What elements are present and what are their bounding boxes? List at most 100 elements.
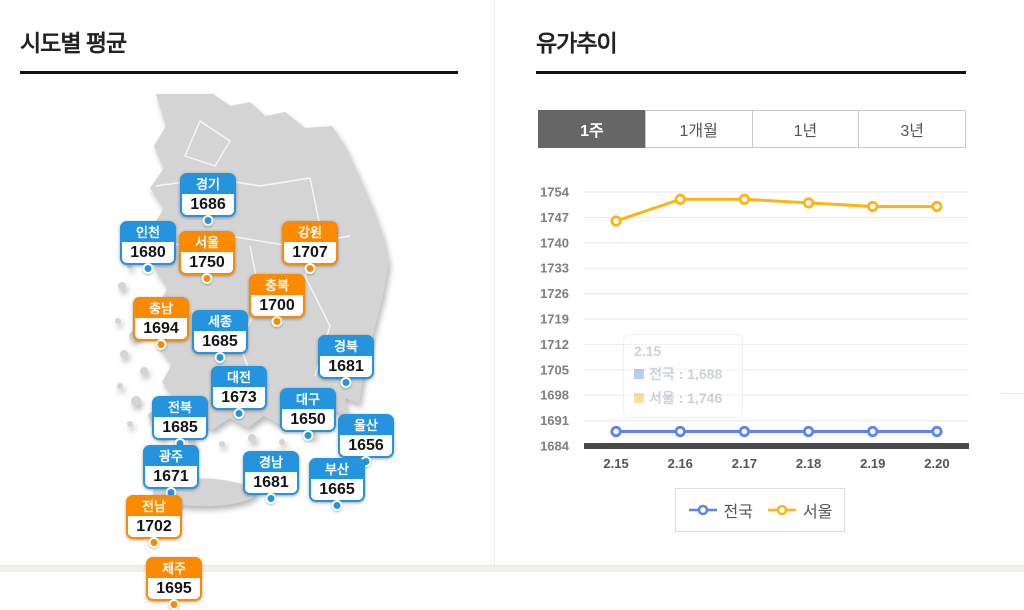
region-name: 대구 [282,390,334,409]
y-axis-tick: 1747 [540,210,569,225]
series-0[interactable] [610,425,943,438]
region-badge-12[interactable]: 광주 1671 [143,445,199,498]
region-badge-5[interactable]: 충남 1694 [133,297,189,350]
region-badge-0[interactable]: 경기 1686 [180,173,236,226]
data-point[interactable] [867,425,879,438]
period-tab-2[interactable]: 1년 [751,110,860,148]
legend-marker-icon [768,504,796,516]
data-point[interactable] [738,193,751,205]
region-marker-dot [201,273,213,284]
x-axis-tick: 2.19 [860,456,885,471]
region-name: 제주 [148,559,200,578]
period-tab-3[interactable]: 3년 [858,110,966,148]
region-price: 1673 [213,387,265,408]
region-badge-13[interactable]: 경남 1681 [243,451,299,504]
legend-label: 서울 [803,504,833,521]
region-badge-6[interactable]: 세종 1685 [192,310,248,363]
region-name: 세종 [194,312,246,331]
price-trend-panel: 유가추이 1주 1개월 1년 3년 1684 1691 1698 1705 1712 1719 1… [494,0,1002,565]
region-name: 경남 [245,453,297,472]
y-axis-tick: 1684 [540,439,570,454]
region-price: 1685 [194,331,246,352]
region-marker-dot [304,263,316,274]
region-price: 1695 [148,578,200,599]
y-axis-tick: 1754 [540,185,570,200]
region-name: 충남 [135,299,187,318]
period-tabs: 1주 1개월 1년 3년 [538,110,966,148]
region-name: 전북 [154,398,206,417]
region-badge-1[interactable]: 인천 1680 [120,221,176,274]
region-price: 1665 [311,479,363,500]
tooltip-value: 전국 : 1,688 [649,366,723,382]
region-name: 인천 [122,223,174,242]
right-panel-title: 유가추이 [536,30,618,56]
x-axis-tick: 2.16 [668,456,693,471]
region-name: 강원 [284,223,336,242]
region-badge-8[interactable]: 대전 1673 [211,366,267,419]
region-price: 1707 [284,242,336,263]
region-price: 1656 [340,435,392,456]
tooltip-rows: 전국 : 1,688 서울 : 1,746 [634,364,732,408]
region-badge-15[interactable]: 전남 1702 [126,495,182,548]
tooltip-row: 서울 : 1,746 [634,388,732,408]
legend-label: 전국 [723,504,753,521]
trend-chart-canvas[interactable]: 1684 1691 1698 1705 1712 1719 1726 1733 1740 1747… [495,170,1001,480]
period-tab-0[interactable]: 1주 [538,110,646,148]
region-badge-7[interactable]: 경북 1681 [318,335,374,388]
legend-item-0[interactable]: 전국 [688,498,753,522]
right-strip-divider [1001,393,1024,394]
region-badge-4[interactable]: 충북 1700 [249,274,305,327]
data-point[interactable] [802,425,815,438]
data-point[interactable] [674,425,686,438]
region-badge-2[interactable]: 서울 1750 [179,231,235,284]
region-badge-11[interactable]: 울산 1656 [338,414,394,467]
chart-legend: 전국 서울 [675,488,845,532]
region-price: 1686 [182,194,234,215]
region-name: 경기 [182,175,234,194]
data-point[interactable] [931,425,943,438]
region-name: 경북 [320,337,372,356]
region-badge-9[interactable]: 대구 1650 [280,388,336,441]
chart-tooltip: 2.15 전국 : 1,688 서울 : 1,746 [623,334,743,418]
region-marker-dot [155,339,167,350]
data-point[interactable] [867,200,879,213]
series-1[interactable] [610,193,943,227]
region-price: 1671 [145,466,197,487]
region-name: 울산 [340,416,392,435]
region-name: 광주 [145,447,197,466]
data-point[interactable] [674,193,686,205]
data-point[interactable] [931,200,943,213]
region-badge-14[interactable]: 부산 1665 [309,458,365,511]
region-badge-3[interactable]: 강원 1707 [282,221,338,274]
right-title-underline [536,71,966,74]
region-price: 1694 [135,318,187,339]
data-point[interactable] [802,197,815,209]
trend-chart: 1684 1691 1698 1705 1712 1719 1726 1733 1740 1747… [495,170,1001,480]
region-marker-dot [271,316,283,327]
data-point[interactable] [610,425,622,438]
legend-item-1[interactable]: 서울 [767,498,832,522]
left-panel-title: 시도별 평균 [20,30,127,56]
x-axis-tick: 2.17 [732,456,757,471]
region-marker-dot [214,352,226,363]
y-axis-tick: 1698 [540,388,569,403]
right-strip [1001,0,1024,565]
region-price: 1650 [282,409,334,430]
region-badge-10[interactable]: 전북 1685 [152,396,208,449]
region-name: 전남 [128,497,180,516]
data-point[interactable] [610,215,622,227]
region-marker-dot [340,377,352,388]
region-badge-16[interactable]: 제주 1695 [146,557,202,610]
y-axis-tick: 1691 [540,413,569,428]
region-marker-dot [168,599,180,610]
region-price: 1681 [245,472,297,493]
period-tab-1[interactable]: 1개월 [644,110,753,148]
x-axis-tick: 2.18 [796,456,821,471]
korea-map: 경기 1686 인천 1680 서울 1750 강원 1707 충북 1700 충남 1694 세종 16… [0,80,494,610]
region-price: 1700 [251,295,303,316]
data-point[interactable] [738,425,751,438]
region-marker-dot [202,215,214,226]
region-name: 서울 [181,233,233,252]
series-color-swatch [634,393,644,403]
region-price: 1750 [181,252,233,273]
